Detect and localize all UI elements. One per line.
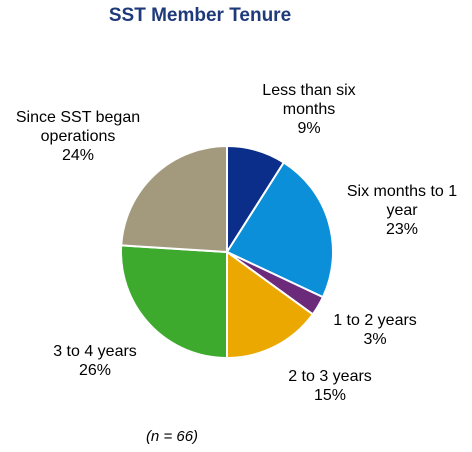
slice-name: months [283, 101, 335, 118]
slice-name: 3 to 4 years [53, 343, 137, 360]
slice-percent: 23% [386, 221, 418, 238]
slice-name: 1 to 2 years [333, 312, 417, 329]
slice-percent: 9% [297, 120, 320, 137]
slice-labels: Less than six months 9% Six months to 1 year… [16, 82, 457, 404]
sample-size-note: (n = 66) [146, 428, 198, 445]
slice-name: operations [41, 128, 116, 145]
slice-label: 1 to 2 years 3% [333, 312, 417, 348]
pie-slice [120, 145, 228, 253]
slice-percent: 26% [79, 362, 111, 379]
slice-name: year [386, 202, 418, 219]
slice-name: Less than six [262, 82, 355, 99]
slice-label: Less than six months 9% [262, 82, 355, 137]
slice-percent: 3% [363, 331, 386, 348]
slice-label: Since SST began operations 24% [16, 109, 140, 164]
slice-label: Six months to 1 year 23% [347, 183, 457, 238]
pie-slice [120, 244, 228, 359]
pie-slice [226, 251, 314, 359]
slice-name: Since SST began [16, 109, 140, 126]
slice-name: Six months to 1 [347, 183, 457, 200]
slice-name: 2 to 3 years [288, 368, 372, 385]
slice-percent: 24% [62, 147, 94, 164]
chart-title: SST Member Tenure [109, 5, 291, 26]
slice-percent: 15% [314, 387, 346, 404]
slice-label: 2 to 3 years 15% [288, 368, 372, 404]
slice-label: 3 to 4 years 26% [53, 343, 137, 379]
pie-slices [120, 145, 334, 359]
